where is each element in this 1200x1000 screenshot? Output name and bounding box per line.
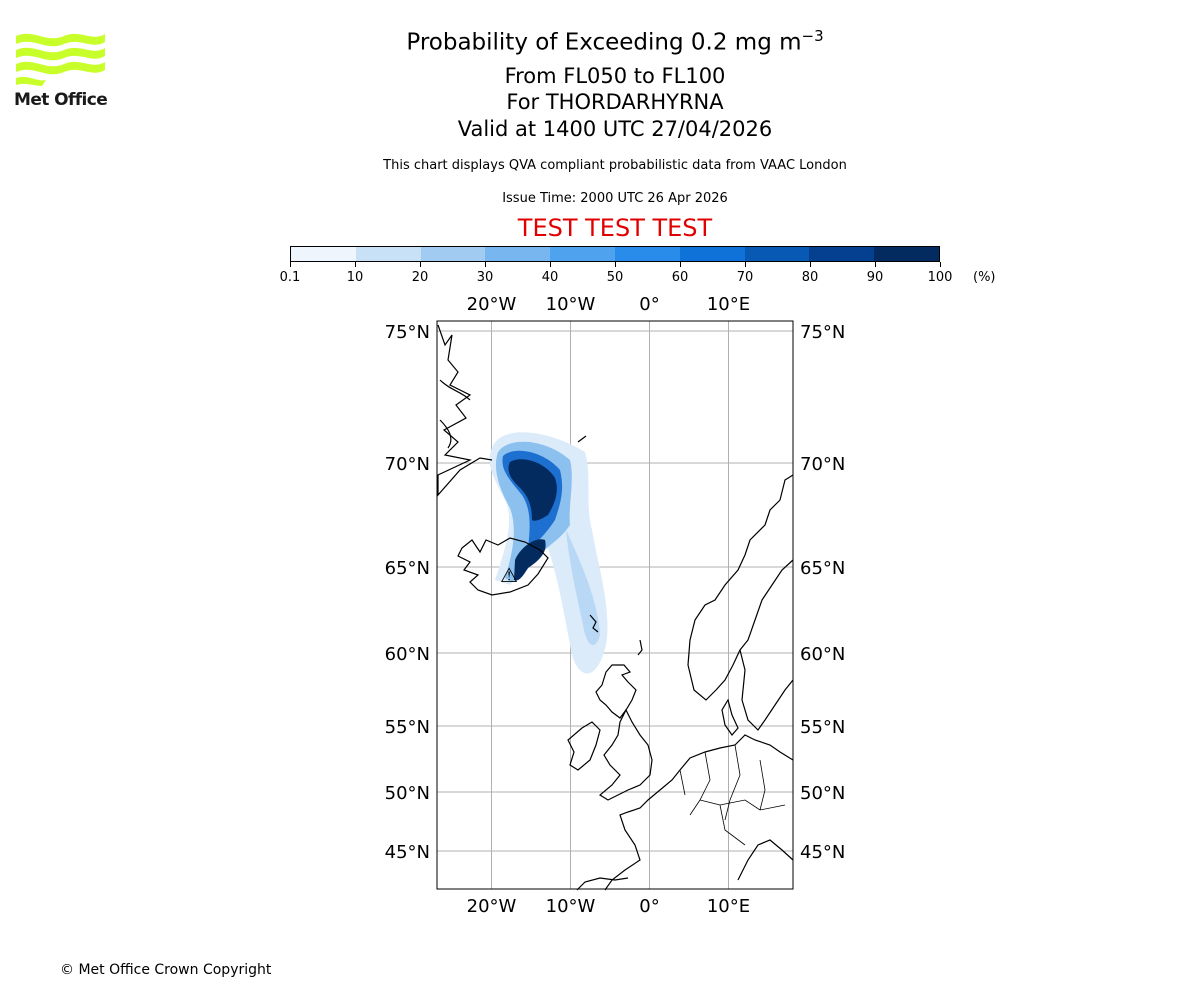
colorbar-tick-label: 0.1 (279, 270, 301, 285)
colorbar-tick-label: 10 (346, 270, 364, 285)
coast-greenland-inlet (439, 379, 471, 449)
colorbar-unit: (%) (973, 270, 996, 285)
coast-faroes (589, 614, 599, 633)
border-lines (679, 744, 786, 846)
lat-label-right: 50°N (800, 783, 845, 804)
colorbar-tick-label: 50 (606, 270, 624, 285)
lat-label-left: 75°N (385, 322, 430, 343)
lon-label-bottom: 20°W (467, 896, 517, 917)
lat-label-left: 70°N (385, 454, 430, 475)
volcano-name: For THORDARHYRNA (506, 90, 724, 114)
coast-sweden (739, 649, 794, 731)
lon-label-bottom: 10°W (546, 896, 596, 917)
ash-probability-plume (489, 432, 608, 674)
chart-title: Probability of Exceeding 0.2 mg m−3 (406, 27, 824, 56)
colorbar-bin-6 (679, 247, 745, 261)
colorbar-tick (289, 262, 291, 267)
colorbar-tick-label: 90 (866, 270, 884, 285)
colorbar-bin-1 (355, 247, 421, 261)
test-banner: TEST TEST TEST (517, 214, 713, 242)
lon-label-bottom: 0° (639, 896, 659, 917)
volcano-marker-icon: ⚠ (500, 563, 518, 587)
lon-label-top: 0° (639, 294, 659, 315)
met-office-wave-icon (16, 33, 105, 86)
coast-jan-mayen (577, 435, 587, 443)
lat-label-right: 70°N (800, 454, 845, 475)
coast-continent (604, 734, 794, 891)
lon-label-top: 10°W (546, 294, 596, 315)
lon-label-top: 20°W (467, 294, 517, 315)
coast-iceland (457, 537, 549, 596)
flight-level-range: From FL050 to FL100 (504, 64, 726, 88)
coast-denmark (721, 698, 739, 736)
graticule (437, 321, 793, 889)
coast-greenland-east (437, 324, 493, 497)
coast-england (598, 708, 653, 801)
met-office-logo: Met Office (14, 30, 108, 112)
lon-label-top: 10°E (707, 294, 750, 315)
lon-label-bottom: 10°E (707, 896, 750, 917)
lat-label-left: 55°N (385, 717, 430, 738)
coast-spain (576, 877, 629, 891)
axis-labels: 20°W 20°W 10°W 10°W 0° 0° 10°E 10°E 75°N 75°N 70°N… (385, 294, 846, 917)
colorbar-bin-4 (550, 247, 615, 261)
coast-scotland (595, 664, 637, 719)
colorbar-tick-label: 60 (671, 270, 689, 285)
plume-near-vent (514, 539, 546, 581)
colorbar-tick (939, 262, 941, 267)
map-frame (436, 320, 794, 890)
lat-label-right: 55°N (800, 717, 845, 738)
colorbar-bin-9 (874, 247, 939, 261)
colorbar-bin-7 (744, 247, 810, 261)
colorbar-bin-8 (809, 247, 875, 261)
colorbar-tick-label: 20 (411, 270, 429, 285)
colorbar-bin-3 (485, 247, 551, 261)
colorbar-bin-5 (614, 247, 680, 261)
colorbar-tick (874, 262, 876, 267)
coast-italy (737, 839, 794, 881)
valid-time: Valid at 1400 UTC 27/04/2026 (457, 117, 773, 141)
colorbar-tick-label: 80 (801, 270, 819, 285)
copyright-notice: © Met Office Crown Copyright (60, 962, 272, 978)
colorbar-tick-label: 100 (927, 270, 953, 285)
coast-ireland (567, 721, 601, 771)
lat-label-left: 50°N (385, 783, 430, 804)
colorbar-tick (419, 262, 421, 267)
plume-core (508, 459, 557, 521)
logo-text: Met Office (14, 90, 108, 110)
lat-label-left: 65°N (385, 558, 430, 579)
coastlines (437, 324, 794, 891)
lat-label-left: 45°N (385, 842, 430, 863)
coast-norway (687, 474, 794, 701)
colorbar-tick (614, 262, 616, 267)
colorbar-tick (744, 262, 746, 267)
lat-label-right: 60°N (800, 644, 845, 665)
colorbar-tick-label: 30 (476, 270, 494, 285)
lat-label-right: 45°N (800, 842, 845, 863)
lat-label-right: 65°N (800, 558, 845, 579)
colorbar-tick-label: 70 (736, 270, 754, 285)
issue-time: Issue Time: 2000 UTC 26 Apr 2026 (502, 191, 728, 206)
colorbar-tick (354, 262, 356, 267)
colorbar-tick-label: 40 (541, 270, 559, 285)
colorbar-tick (809, 262, 811, 267)
colorbar-bin-2 (420, 247, 486, 261)
colorbar-tick (484, 262, 486, 267)
lat-label-right: 75°N (800, 322, 845, 343)
probability-colorbar (290, 246, 940, 262)
colorbar-bin-0 (291, 247, 356, 261)
coast-shetland (637, 639, 643, 656)
chart-description: This chart displays QVA compliant probab… (383, 158, 847, 173)
colorbar-tick (549, 262, 551, 267)
colorbar-tick (679, 262, 681, 267)
lat-label-left: 60°N (385, 644, 430, 665)
